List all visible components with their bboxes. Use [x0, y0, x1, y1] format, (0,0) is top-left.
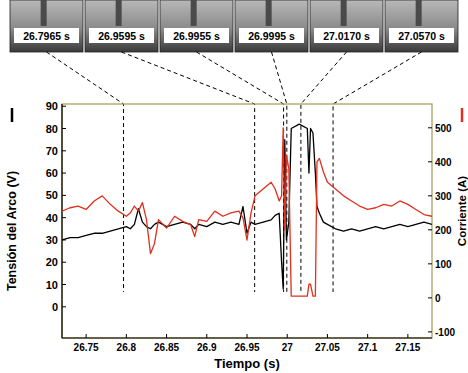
y-tick-label: 80	[46, 123, 58, 135]
photo-panel: 27.0570 s	[385, 0, 458, 52]
x-tick	[287, 334, 288, 338]
photo	[310, 0, 383, 52]
photo-label-bg	[389, 28, 454, 43]
y2-tick	[428, 263, 432, 264]
y-tick-label: 20	[46, 256, 58, 268]
y2-axis-label: Corriente (A)	[456, 176, 468, 246]
y2-tick	[428, 229, 432, 230]
y2-tick-label: 300	[435, 191, 452, 202]
y-tick-label: 30	[46, 234, 58, 246]
photo-electrode	[341, 0, 347, 26]
y-tick-label: 40	[46, 212, 58, 224]
x-tick	[367, 334, 368, 338]
series-line	[62, 128, 432, 296]
y-tick-label: 90	[46, 100, 58, 112]
y2-tick	[428, 297, 432, 298]
y2-tick-label: 100	[435, 259, 452, 270]
y-axis-label: Tensión del Arco (V)	[5, 171, 19, 291]
photo-panel: 27.0170 s	[310, 0, 383, 52]
y-tick-label: 60	[46, 167, 58, 179]
photo	[85, 0, 158, 52]
photo-label: 26.9595 s	[98, 30, 145, 42]
photo-label: 26.9955 s	[173, 30, 220, 42]
x-tick-label: 26.9	[197, 342, 217, 353]
x-tick-label: 27	[282, 342, 294, 353]
photo-label: 26.9995 s	[248, 30, 295, 42]
y-tick-label: 10	[46, 279, 58, 291]
y2-tick-label: 500	[435, 123, 452, 134]
y-tick	[62, 306, 66, 307]
y2-tick-label: 200	[435, 225, 452, 236]
photo-label-bg	[14, 28, 79, 43]
y2-tick-label: 400	[435, 157, 452, 168]
y-tick	[62, 195, 66, 196]
y-tick	[62, 262, 66, 263]
x-tick	[327, 334, 328, 338]
y-tick	[62, 150, 66, 151]
photo-label: 27.0170 s	[323, 30, 370, 42]
x-tick	[407, 334, 408, 338]
y2-tick	[428, 161, 432, 162]
photo-electrode	[191, 0, 197, 26]
photo-label: 27.0570 s	[398, 30, 445, 42]
x-tick	[166, 334, 167, 338]
photo-electrode	[416, 0, 422, 26]
photo-electrode	[116, 0, 122, 26]
x-axis-label: Tiempo (s)	[214, 356, 280, 371]
x-tick-label: 26.85	[154, 342, 179, 353]
photo-panel: 26.9955 s	[160, 0, 233, 52]
y2-tick	[428, 195, 432, 196]
chart: 26.7965 s 26.9595 s 26.9955 s 26.9995 s 27.0…	[0, 0, 468, 373]
photo-label-bg	[89, 28, 154, 43]
photo-panel: 26.9595 s	[85, 0, 158, 52]
photo-electrode	[41, 0, 47, 26]
annotation-line	[333, 52, 421, 292]
photo-panel: 26.7965 s	[10, 0, 83, 52]
x-tick-label: 27.05	[315, 342, 340, 353]
series-line	[62, 124, 432, 289]
y-tick	[62, 217, 66, 218]
y-tick-label: 0	[52, 301, 58, 313]
annotation-line	[197, 52, 284, 292]
y2-tick-label: 0	[435, 293, 441, 304]
photo-label-bg	[239, 28, 304, 43]
photo-label: 26.7965 s	[23, 30, 70, 42]
x-tick	[206, 334, 207, 338]
photo-label-bg	[314, 28, 379, 43]
x-tick-label: 26.8	[117, 342, 137, 353]
photo-electrode	[266, 0, 272, 26]
y2-tick	[428, 331, 432, 332]
photo	[160, 0, 233, 52]
x-tick	[126, 334, 127, 338]
y2-tick	[428, 127, 432, 128]
annotation-line	[47, 52, 124, 292]
annotation-line	[122, 52, 255, 292]
x-tick-label: 26.75	[74, 342, 99, 353]
x-tick-label: 26.95	[234, 342, 259, 353]
x-tick-label: 27.1	[358, 342, 378, 353]
y-tick	[62, 173, 66, 174]
y-axis	[61, 104, 62, 338]
photo-panel: 26.9995 s	[235, 0, 308, 52]
photo	[385, 0, 458, 52]
x-tick-label: 27.15	[395, 342, 420, 353]
photo-label-bg	[164, 28, 229, 43]
series-group	[62, 124, 432, 296]
x-tick	[86, 334, 87, 338]
y-tick-label: 50	[46, 189, 58, 201]
plot-frame	[62, 104, 432, 338]
y-tick-label: 70	[46, 145, 58, 157]
photo	[235, 0, 308, 52]
y2-tick-label: -100	[435, 327, 455, 338]
legend-swatch	[461, 108, 464, 122]
legend-swatch	[11, 108, 14, 122]
y-tick	[62, 106, 66, 107]
photo	[10, 0, 83, 52]
y-tick	[62, 284, 66, 285]
y-tick	[62, 128, 66, 129]
x-tick	[247, 334, 248, 338]
